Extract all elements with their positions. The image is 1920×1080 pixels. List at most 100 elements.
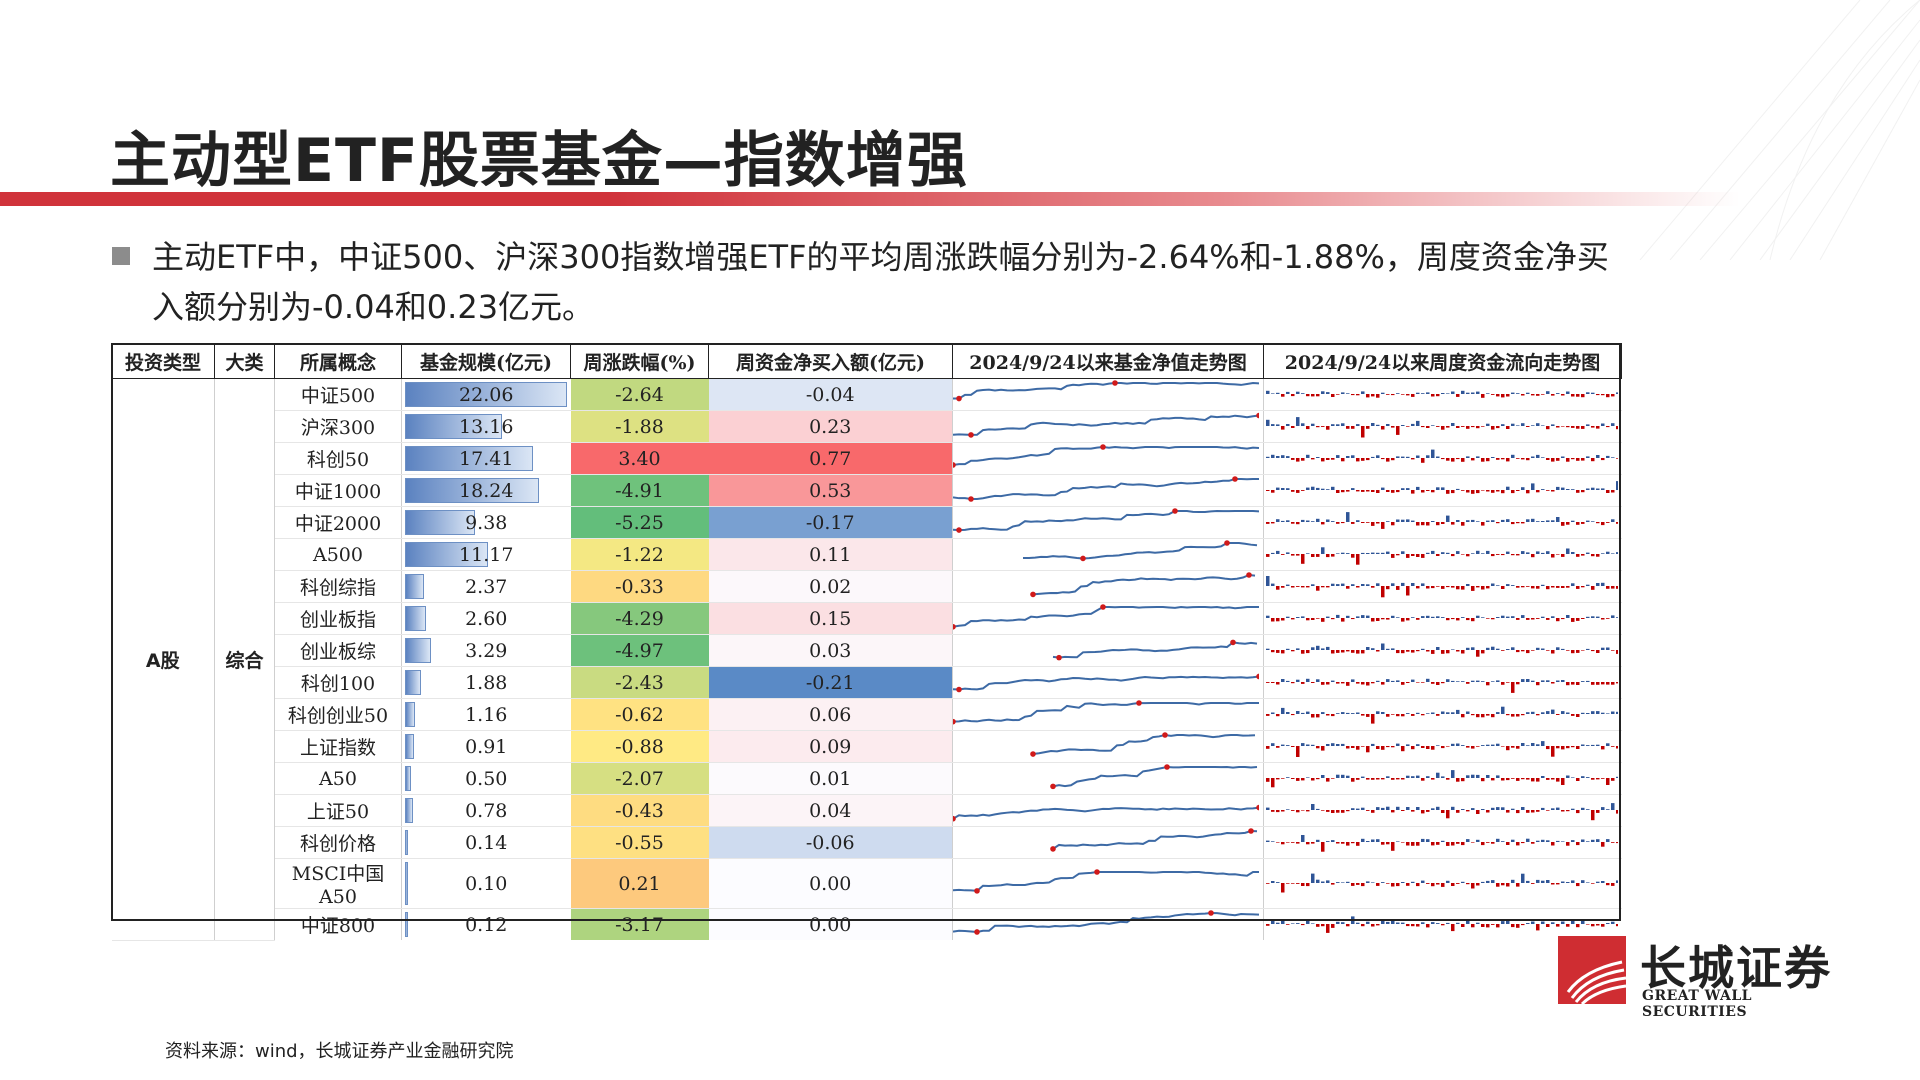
weekly-flow-cell: 0.02 — [708, 570, 953, 603]
fund-scale-cell: 18.24 — [401, 474, 571, 507]
fund-scale-value: 11.17 — [459, 543, 514, 566]
concept-cell: 科创50 — [274, 442, 402, 475]
weekly-flow-cell: 0.77 — [708, 442, 953, 475]
table-row: 科创创业50 1.16 -0.62 0.06 — [112, 698, 1622, 731]
table-header-row: 投资类型 大类 所属概念 基金规模(亿元) 周涨跌幅(%) 周资金净买入额(亿元… — [111, 343, 1622, 379]
scale-data-bar — [405, 798, 413, 823]
flow-trend-bars — [1266, 449, 1618, 463]
header-concept: 所属概念 — [274, 343, 402, 379]
page-title: 主动型ETF股票基金—指数增强 — [110, 126, 968, 196]
flow-sparkline-cell — [1263, 908, 1622, 940]
fund-scale-value: 3.29 — [465, 639, 508, 662]
header-flow-trend: 2024/9/24以来周度资金流向走势图 — [1263, 343, 1622, 379]
weekly-flow-cell: 0.15 — [708, 602, 953, 635]
fund-scale-cell: 0.78 — [401, 794, 571, 827]
flow-trend-bars — [1266, 575, 1618, 597]
table-row: MSCI中国A50 0.10 0.21 0.00 — [112, 858, 1622, 909]
concept-cell: 上证指数 — [274, 730, 402, 763]
concept-cell: 中证500 — [274, 378, 402, 411]
nav-trend-line — [953, 443, 1259, 468]
weekly-change-cell: -4.97 — [570, 634, 709, 667]
fund-scale-value: 2.37 — [465, 575, 508, 598]
flow-trend-bars — [1266, 390, 1618, 398]
table-row: 上证50 0.78 -0.43 0.04 — [112, 794, 1622, 827]
nav-sparkline-cell — [952, 410, 1264, 443]
flow-sparkline-cell — [1263, 666, 1622, 699]
weekly-change-cell: -2.07 — [570, 762, 709, 795]
weekly-change-cell: -4.29 — [570, 602, 709, 635]
scale-data-bar — [405, 606, 426, 631]
fund-scale-value: 17.41 — [459, 447, 514, 470]
nav-sparkline-cell — [952, 762, 1264, 795]
flow-sparkline-cell — [1263, 762, 1622, 795]
scale-data-bar — [405, 638, 431, 663]
table-row: 中证1000 18.24 -4.91 0.53 — [112, 474, 1622, 507]
fund-scale-value: 13.16 — [459, 415, 514, 438]
nav-sparkline-cell — [952, 634, 1264, 667]
company-logo: 长城证券 GREAT WALL SECURITIES — [1558, 936, 1838, 1020]
table-row: 中证800 0.12 -3.17 0.00 — [112, 908, 1622, 940]
flow-sparkline-cell — [1263, 378, 1622, 411]
weekly-change-cell: -2.43 — [570, 666, 709, 699]
concept-cell: MSCI中国A50 — [274, 858, 402, 909]
scale-data-bar — [405, 830, 408, 855]
nav-sparkline-cell — [952, 538, 1264, 571]
header-invest-type: 投资类型 — [111, 343, 215, 379]
nav-sparkline-cell — [952, 666, 1264, 699]
fund-scale-value: 0.12 — [465, 913, 508, 936]
nav-sparkline-cell — [952, 442, 1264, 475]
concept-cell: 创业板指 — [274, 602, 402, 635]
table-row: 上证指数 0.91 -0.88 0.09 — [112, 730, 1622, 763]
concept-cell: 中证1000 — [274, 474, 402, 507]
weekly-change-cell: -4.91 — [570, 474, 709, 507]
scale-data-bar — [405, 702, 416, 727]
header-category: 大类 — [214, 343, 275, 379]
weekly-change-cell: -0.88 — [570, 730, 709, 763]
concept-cell: 沪深300 — [274, 410, 402, 443]
scale-data-bar — [405, 670, 421, 695]
concept-cell: 科创综指 — [274, 570, 402, 603]
fund-scale-cell: 0.50 — [401, 762, 571, 795]
weekly-change-cell: -0.62 — [570, 698, 709, 731]
nav-sparkline-cell — [952, 602, 1264, 635]
flow-sparkline-cell — [1263, 858, 1622, 909]
flow-sparkline-cell — [1263, 730, 1622, 763]
header-weekly-flow: 周资金净买入额(亿元) — [708, 343, 953, 379]
table-row: 科创价格 0.14 -0.55 -0.06 — [112, 826, 1622, 859]
weekly-change-cell: -0.43 — [570, 794, 709, 827]
nav-trend-line — [953, 475, 1259, 502]
nav-sparkline-cell — [952, 794, 1264, 827]
concept-cell: 科创价格 — [274, 826, 402, 859]
flow-sparkline-cell — [1263, 634, 1622, 667]
concept-cell: 中证2000 — [274, 506, 402, 539]
fund-scale-cell: 2.60 — [401, 602, 571, 635]
weekly-flow-cell: -0.17 — [708, 506, 953, 539]
flow-sparkline-cell — [1263, 826, 1622, 859]
flow-sparkline-cell — [1263, 442, 1622, 475]
flow-trend-bars — [1266, 511, 1618, 529]
scale-data-bar — [405, 382, 567, 407]
fund-scale-cell: 11.17 — [401, 538, 571, 571]
weekly-change-cell: -0.33 — [570, 570, 709, 603]
weekly-change-cell: -3.17 — [570, 908, 709, 940]
nav-sparkline-cell — [952, 570, 1264, 603]
summary-text: 主动ETF中，中证500、沪深300指数增强ETF的平均周涨跌幅分别为-2.64… — [152, 238, 1609, 326]
concept-cell: A500 — [274, 538, 402, 571]
flow-sparkline-cell — [1263, 602, 1622, 635]
table-body: A股 综合 中证500 22.06 -2.64 -0.04 沪深300 13.16 -1.88… — [111, 378, 1622, 941]
flow-sparkline-cell — [1263, 506, 1622, 539]
weekly-flow-cell: 0.06 — [708, 698, 953, 731]
weekly-flow-cell: 0.23 — [708, 410, 953, 443]
weekly-change-cell: -0.55 — [570, 826, 709, 859]
flow-trend-bars — [1266, 769, 1618, 787]
fund-scale-value: 1.16 — [465, 703, 508, 726]
table-row: 创业板指 2.60 -4.29 0.15 — [112, 602, 1622, 635]
weekly-flow-cell: 0.53 — [708, 474, 953, 507]
nav-trend-line — [953, 868, 1259, 894]
fund-scale-value: 0.10 — [465, 872, 508, 895]
title-underline — [0, 192, 1740, 206]
nav-trend-line — [1030, 571, 1256, 597]
fund-scale-cell: 0.10 — [401, 858, 571, 909]
scale-data-bar — [405, 414, 503, 439]
flow-trend-bars — [1266, 416, 1618, 437]
